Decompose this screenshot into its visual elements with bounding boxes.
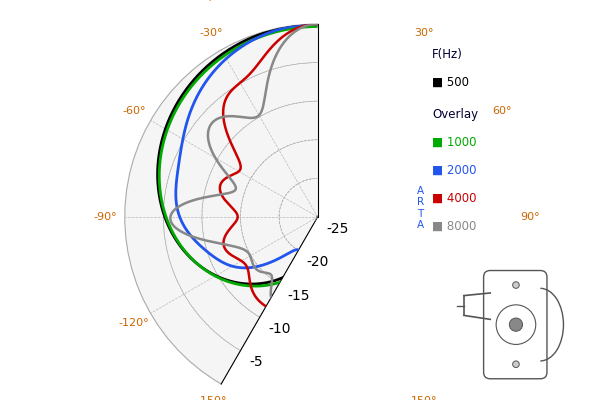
Text: ■ 2000: ■ 2000 [432,164,476,177]
Circle shape [509,318,523,331]
FancyBboxPatch shape [484,270,547,379]
Circle shape [512,282,519,288]
Text: Overlay: Overlay [432,108,478,121]
Text: A
R
T
A: A R T A [417,186,424,230]
Circle shape [512,361,519,368]
Text: ■ 500: ■ 500 [432,76,469,89]
Text: ■ 8000: ■ 8000 [432,220,476,233]
Text: F(Hz): F(Hz) [432,48,463,61]
Text: ■ 4000: ■ 4000 [432,192,476,205]
Text: 0°/ 0 dB: 0°/ 0 dB [197,0,242,2]
Text: ■ 1000: ■ 1000 [432,136,476,149]
